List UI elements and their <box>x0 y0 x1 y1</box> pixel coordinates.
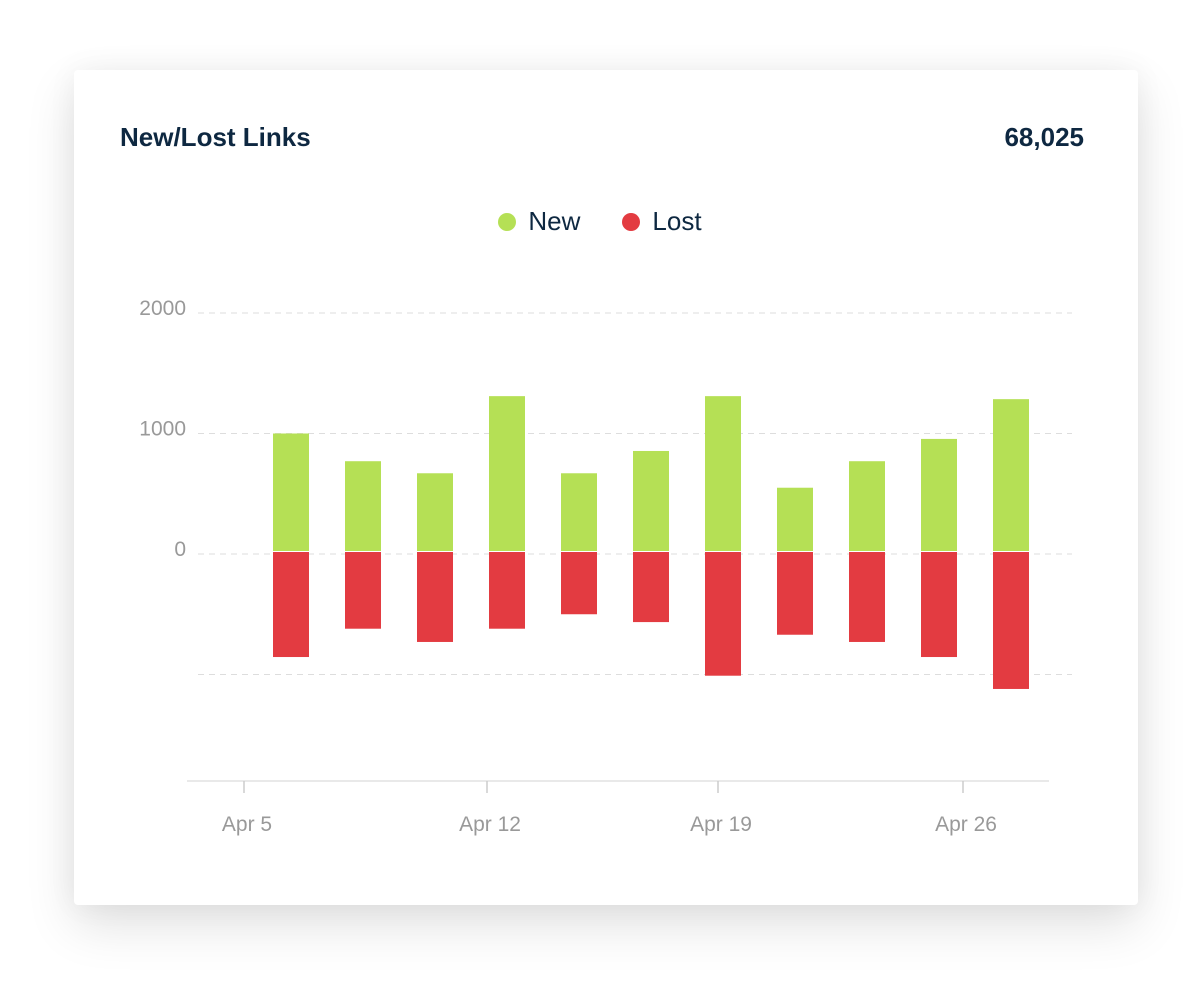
total-count: 68,025 <box>1004 122 1084 152</box>
bar-lost <box>993 552 1029 689</box>
bar-lost <box>705 552 741 676</box>
bar-new <box>993 399 1029 551</box>
bar-lost <box>921 552 957 658</box>
bar-new <box>921 438 957 551</box>
bar-lost <box>633 552 669 623</box>
x-tick-label: Apr 19 <box>690 813 752 836</box>
legend-label-new: New <box>528 206 581 236</box>
bar-new <box>633 450 669 551</box>
bar-lost <box>561 552 597 615</box>
bar-new <box>273 433 309 551</box>
bar-new <box>705 396 741 551</box>
lost-dot-icon <box>622 212 641 231</box>
x-tick-label: Apr 12 <box>459 813 521 836</box>
y-tick-label: 0 <box>174 538 186 561</box>
card-title: New/Lost Links <box>120 122 311 152</box>
new-dot-icon <box>498 212 517 231</box>
y-tick-label: 2000 <box>139 297 186 320</box>
bar-lost <box>273 552 309 658</box>
bar-new <box>489 396 525 551</box>
x-tick-label: Apr 26 <box>935 813 997 836</box>
chart-card <box>74 70 1138 905</box>
legend-item-lost[interactable]: Lost <box>622 206 702 237</box>
bar-lost <box>777 552 813 635</box>
x-tick-label: Apr 5 <box>222 813 272 836</box>
legend-item-new[interactable]: New <box>498 206 580 237</box>
bar-new <box>345 461 381 551</box>
bar-new <box>849 461 885 551</box>
bar-new <box>777 487 813 551</box>
legend-label-lost: Lost <box>652 206 702 236</box>
bar-lost <box>417 552 453 642</box>
bar-lost <box>345 552 381 629</box>
bar-lost <box>849 552 885 642</box>
bar-new <box>417 473 453 551</box>
bar-lost <box>489 552 525 629</box>
bar-new <box>561 473 597 551</box>
legend: New Lost <box>0 206 1200 237</box>
y-tick-label: 1000 <box>139 418 186 441</box>
